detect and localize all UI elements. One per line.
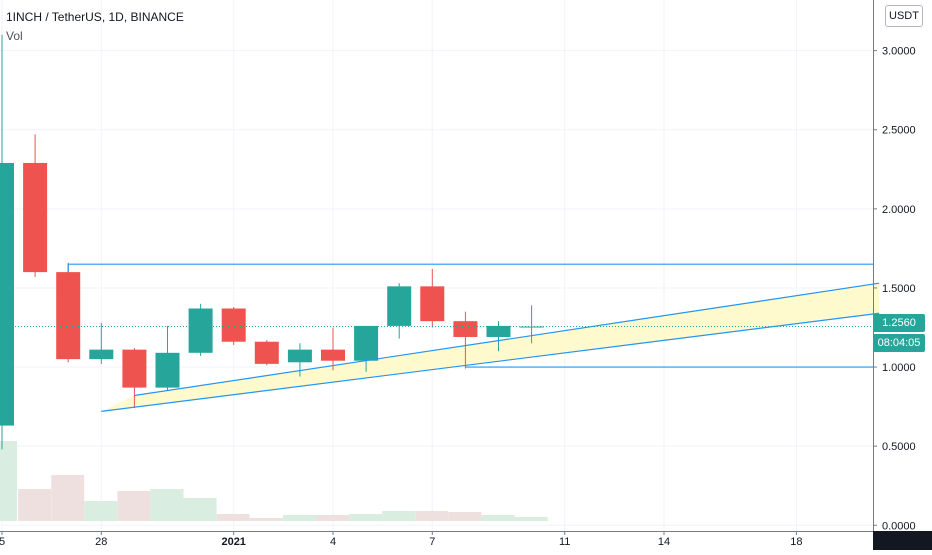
- volume-bar: [316, 515, 349, 521]
- candle-body[interactable]: [354, 325, 379, 361]
- last-price-label: 1.2560: [873, 314, 925, 332]
- x-tick-label: 4: [330, 536, 336, 548]
- candle-body[interactable]: [254, 341, 279, 364]
- currency-button[interactable]: USDT: [885, 5, 923, 27]
- bar-countdown-label: 08:04:05: [873, 334, 925, 352]
- channel-fill: [101, 283, 880, 412]
- x-tick-label: 7: [429, 536, 435, 548]
- volume-bar: [249, 518, 283, 521]
- y-tick-label: 2.5000: [882, 125, 916, 137]
- y-tick-label: 1.0000: [882, 362, 916, 374]
- candle-body[interactable]: [486, 325, 511, 337]
- candle-body[interactable]: [221, 308, 246, 342]
- y-tick-label: 2.0000: [882, 204, 916, 216]
- volume-bar: [18, 489, 52, 521]
- volume-bar: [349, 514, 383, 521]
- candle-body[interactable]: [155, 352, 180, 388]
- axis-corner: [873, 531, 932, 550]
- volume-indicator-label[interactable]: Vol: [6, 29, 23, 43]
- candle-body[interactable]: [122, 349, 147, 388]
- candle-body[interactable]: [387, 286, 412, 326]
- volume-bar: [117, 491, 151, 521]
- x-tick-label: 2021: [221, 536, 245, 548]
- candle-body[interactable]: [0, 162, 14, 426]
- y-tick-label: 3.0000: [882, 46, 916, 58]
- x-tick-label: 28: [95, 536, 107, 548]
- volume-bar: [382, 511, 416, 521]
- x-tick-label: 5: [0, 536, 5, 548]
- x-tick-label: 14: [658, 536, 670, 548]
- x-tick-label: 18: [790, 536, 802, 548]
- y-tick-label: 0.5000: [882, 441, 916, 453]
- channel-trendline[interactable]: [101, 312, 880, 412]
- candle-body[interactable]: [287, 349, 312, 363]
- candle-body[interactable]: [89, 349, 114, 360]
- volume-bar: [481, 515, 515, 521]
- candle-body[interactable]: [23, 162, 48, 273]
- candle-body[interactable]: [321, 349, 345, 361]
- volume-bar: [51, 475, 85, 521]
- channel-trendline[interactable]: [134, 282, 880, 397]
- volume-bar: [282, 515, 316, 521]
- candle-body[interactable]: [453, 321, 478, 337]
- volume-bar: [0, 441, 17, 521]
- x-tick-label: 11: [559, 536, 570, 548]
- volume-bar: [514, 517, 548, 521]
- volume-bar: [150, 489, 184, 521]
- y-tick-label: 0.0000: [882, 520, 916, 532]
- volume-bar: [183, 498, 217, 521]
- candle-body[interactable]: [188, 308, 213, 353]
- volume-bar: [216, 514, 250, 521]
- volume-bar: [448, 512, 482, 521]
- candle-body[interactable]: [56, 272, 81, 360]
- volume-bar: [415, 511, 449, 521]
- candle-body[interactable]: [420, 286, 445, 322]
- chart-legend: 1INCH / TetherUS, 1D, BINANCE Vol: [6, 8, 184, 46]
- volume-bar: [84, 501, 118, 521]
- y-tick-label: 1.5000: [882, 283, 916, 295]
- symbol-title[interactable]: 1INCH / TetherUS, 1D, BINANCE: [6, 10, 184, 24]
